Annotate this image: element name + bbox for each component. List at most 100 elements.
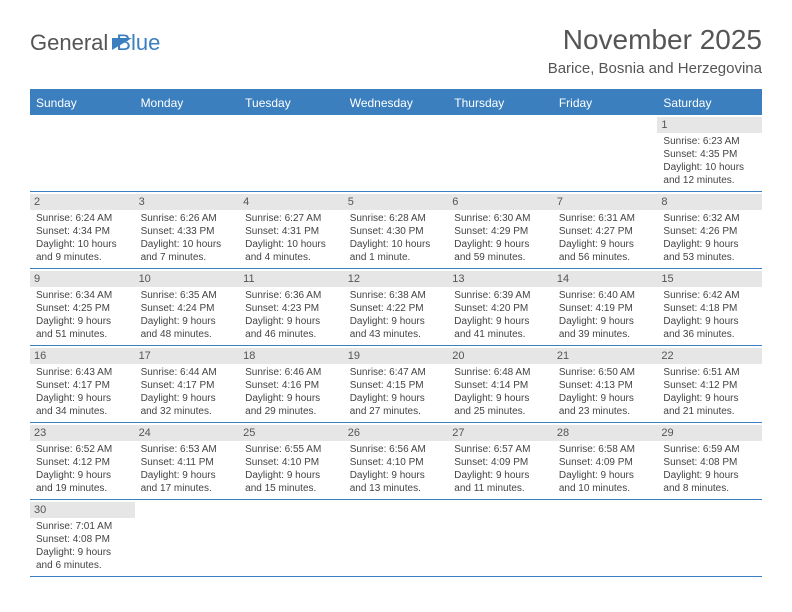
day-number: 30	[30, 502, 135, 518]
day-number: 2	[30, 194, 135, 210]
day-info-line: Sunset: 4:34 PM	[36, 225, 129, 238]
day-info-line: Sunrise: 6:53 AM	[141, 443, 234, 456]
day-number: 27	[448, 425, 553, 441]
day-info-line: Daylight: 9 hours	[141, 469, 234, 482]
day-info-line: Sunset: 4:23 PM	[245, 302, 338, 315]
day-info-line: Daylight: 10 hours	[245, 238, 338, 251]
day-info-line: Sunset: 4:33 PM	[141, 225, 234, 238]
day-info-line: Daylight: 9 hours	[454, 238, 547, 251]
day-info-line: and 23 minutes.	[559, 405, 652, 418]
day-cell: 20Sunrise: 6:48 AMSunset: 4:14 PMDayligh…	[448, 346, 553, 422]
day-info-line: Sunrise: 7:01 AM	[36, 520, 129, 533]
day-info-line: Sunrise: 6:32 AM	[663, 212, 756, 225]
weeks-container: ......1Sunrise: 6:23 AMSunset: 4:35 PMDa…	[30, 115, 762, 577]
day-info-line: Sunset: 4:20 PM	[454, 302, 547, 315]
day-info-line: Sunset: 4:09 PM	[454, 456, 547, 469]
day-info-line: Sunrise: 6:47 AM	[350, 366, 443, 379]
day-number: 11	[239, 271, 344, 287]
day-info-line: Sunset: 4:24 PM	[141, 302, 234, 315]
day-info-line: Sunset: 4:12 PM	[663, 379, 756, 392]
day-cell: 6Sunrise: 6:30 AMSunset: 4:29 PMDaylight…	[448, 192, 553, 268]
day-info-line: Sunset: 4:31 PM	[245, 225, 338, 238]
day-info-line: Sunset: 4:10 PM	[245, 456, 338, 469]
day-info-line: Daylight: 10 hours	[663, 161, 756, 174]
day-info-line: Daylight: 9 hours	[663, 392, 756, 405]
day-info-line: Sunrise: 6:30 AM	[454, 212, 547, 225]
day-info-line: Daylight: 9 hours	[36, 469, 129, 482]
day-info-line: Sunrise: 6:43 AM	[36, 366, 129, 379]
day-cell: 17Sunrise: 6:44 AMSunset: 4:17 PMDayligh…	[135, 346, 240, 422]
day-cell: .	[448, 500, 553, 576]
day-info-line: and 4 minutes.	[245, 251, 338, 264]
day-cell: 26Sunrise: 6:56 AMSunset: 4:10 PMDayligh…	[344, 423, 449, 499]
day-info-line: and 15 minutes.	[245, 482, 338, 495]
day-number: 17	[135, 348, 240, 364]
day-info-line: Sunrise: 6:50 AM	[559, 366, 652, 379]
day-cell: 30Sunrise: 7:01 AMSunset: 4:08 PMDayligh…	[30, 500, 135, 576]
day-info-line: Sunset: 4:14 PM	[454, 379, 547, 392]
day-info-line: Daylight: 9 hours	[663, 238, 756, 251]
day-info-line: Sunset: 4:26 PM	[663, 225, 756, 238]
week-row: 9Sunrise: 6:34 AMSunset: 4:25 PMDaylight…	[30, 269, 762, 346]
day-number: 13	[448, 271, 553, 287]
day-info-line: Sunrise: 6:55 AM	[245, 443, 338, 456]
day-cell: 18Sunrise: 6:46 AMSunset: 4:16 PMDayligh…	[239, 346, 344, 422]
week-row: 30Sunrise: 7:01 AMSunset: 4:08 PMDayligh…	[30, 500, 762, 577]
day-info-line: Sunset: 4:18 PM	[663, 302, 756, 315]
day-cell: .	[553, 115, 658, 191]
day-info-line: Sunrise: 6:42 AM	[663, 289, 756, 302]
day-number: 25	[239, 425, 344, 441]
day-cell: 14Sunrise: 6:40 AMSunset: 4:19 PMDayligh…	[553, 269, 658, 345]
day-cell: 13Sunrise: 6:39 AMSunset: 4:20 PMDayligh…	[448, 269, 553, 345]
day-cell: 21Sunrise: 6:50 AMSunset: 4:13 PMDayligh…	[553, 346, 658, 422]
day-info-line: Daylight: 10 hours	[350, 238, 443, 251]
day-info-line: Daylight: 9 hours	[559, 315, 652, 328]
day-cell: 22Sunrise: 6:51 AMSunset: 4:12 PMDayligh…	[657, 346, 762, 422]
day-cell: .	[239, 500, 344, 576]
week-row: 2Sunrise: 6:24 AMSunset: 4:34 PMDaylight…	[30, 192, 762, 269]
day-info-line: and 13 minutes.	[350, 482, 443, 495]
day-info-line: and 29 minutes.	[245, 405, 338, 418]
day-info-line: Sunset: 4:27 PM	[559, 225, 652, 238]
day-info-line: and 39 minutes.	[559, 328, 652, 341]
day-info-line: Sunset: 4:30 PM	[350, 225, 443, 238]
day-info-line: Sunset: 4:09 PM	[559, 456, 652, 469]
day-info-line: Sunrise: 6:31 AM	[559, 212, 652, 225]
day-info-line: Sunrise: 6:35 AM	[141, 289, 234, 302]
day-info-line: and 34 minutes.	[36, 405, 129, 418]
weekday-header: Sunday Monday Tuesday Wednesday Thursday…	[30, 91, 762, 115]
day-info-line: Daylight: 9 hours	[245, 315, 338, 328]
day-cell: 3Sunrise: 6:26 AMSunset: 4:33 PMDaylight…	[135, 192, 240, 268]
day-cell: .	[135, 500, 240, 576]
title-block: November 2025 Barice, Bosnia and Herzego…	[548, 24, 762, 77]
day-cell: 5Sunrise: 6:28 AMSunset: 4:30 PMDaylight…	[344, 192, 449, 268]
day-info-line: Sunset: 4:08 PM	[663, 456, 756, 469]
day-info-line: and 11 minutes.	[454, 482, 547, 495]
day-info-line: and 43 minutes.	[350, 328, 443, 341]
calendar: Sunday Monday Tuesday Wednesday Thursday…	[30, 89, 762, 577]
day-number: 22	[657, 348, 762, 364]
day-info-line: Daylight: 9 hours	[350, 392, 443, 405]
weekday-sun: Sunday	[30, 91, 135, 115]
day-info-line: Sunrise: 6:52 AM	[36, 443, 129, 456]
day-info-line: and 59 minutes.	[454, 251, 547, 264]
day-info-line: Sunset: 4:13 PM	[559, 379, 652, 392]
day-info-line: Sunrise: 6:56 AM	[350, 443, 443, 456]
day-cell: .	[344, 115, 449, 191]
day-info-line: and 53 minutes.	[663, 251, 756, 264]
day-info-line: Daylight: 9 hours	[36, 546, 129, 559]
weekday-tue: Tuesday	[239, 91, 344, 115]
logo: General Blue	[30, 30, 160, 56]
day-info-line: Sunrise: 6:28 AM	[350, 212, 443, 225]
day-info-line: Sunset: 4:29 PM	[454, 225, 547, 238]
weekday-sat: Saturday	[657, 91, 762, 115]
day-info-line: and 27 minutes.	[350, 405, 443, 418]
day-info-line: and 1 minute.	[350, 251, 443, 264]
day-info-line: Sunrise: 6:48 AM	[454, 366, 547, 379]
day-info-line: Sunset: 4:16 PM	[245, 379, 338, 392]
day-number: 28	[553, 425, 658, 441]
day-info-line: and 19 minutes.	[36, 482, 129, 495]
day-info-line: Sunrise: 6:34 AM	[36, 289, 129, 302]
day-info-line: Sunrise: 6:57 AM	[454, 443, 547, 456]
day-info-line: Sunrise: 6:38 AM	[350, 289, 443, 302]
